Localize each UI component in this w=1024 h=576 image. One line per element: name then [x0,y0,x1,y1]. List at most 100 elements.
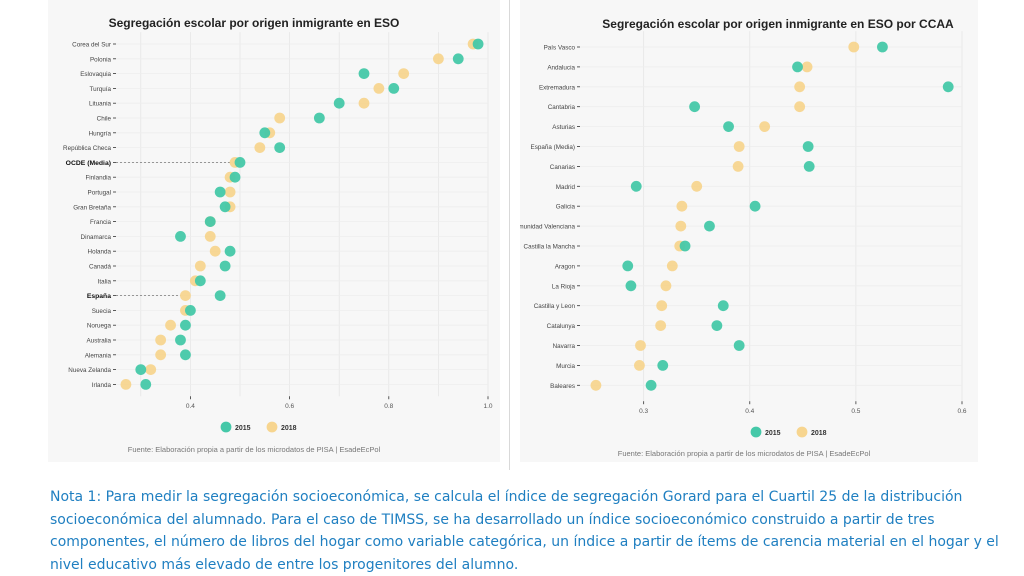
point-2015 [219,201,231,213]
category-label: Castilla la Mancha [524,244,576,251]
point-2018 [666,260,678,272]
point-2015 [704,220,715,232]
point-2018 [801,61,813,73]
category-label: Noruega [87,323,112,330]
legend-marker-2018 [796,426,808,438]
point-2015 [135,364,147,375]
point-2018 [655,320,667,331]
point-2018 [155,334,167,346]
point-2018 [145,364,157,375]
category-label: OCDE (Media) [66,160,111,167]
category-label: Corea del Sur [72,42,111,49]
category-label: Italia [98,278,112,285]
point-2018 [691,180,703,192]
point-2018 [733,141,745,152]
category-label: Canarias [550,164,575,171]
point-2018 [180,290,191,301]
category-label: Francia [90,219,111,226]
point-2015 [204,216,216,228]
x-tick-label: 0.5 [851,408,860,415]
chart-panel-right: Segregación escolar por origen inmigrant… [520,0,978,462]
category-label: La Rioja [552,283,576,290]
point-2015 [625,280,637,292]
point-2018 [373,83,385,94]
point-2018 [224,186,236,198]
category-label: Galicia [556,204,576,211]
chart-title: Segregación escolar por origen inmigrant… [602,17,954,31]
point-2015 [630,180,642,192]
category-label: Eslovaquia [80,71,111,78]
chart-title: Segregación escolar por origen inmigrant… [109,16,400,30]
point-2018 [433,53,444,65]
point-2018 [759,121,771,132]
point-2015 [234,157,246,168]
point-2018 [590,379,602,391]
category-label: Baleares [550,383,575,390]
point-2015 [180,349,191,361]
point-2015 [942,81,954,93]
point-2015 [472,38,484,50]
x-tick-label: 0.8 [384,403,393,410]
category-label: Lituania [89,101,112,108]
point-2018 [848,41,860,53]
category-label: Madrid [556,184,576,191]
footnote-line: socioeconómica del alumnado. Para el cas… [50,511,935,528]
category-label: Andalucia [547,64,575,71]
point-2015 [679,240,691,252]
point-2018 [358,97,370,109]
point-2018 [194,260,206,272]
category-label: Gran Bretaña [73,204,111,211]
point-2015 [140,379,152,390]
point-2015 [214,186,226,198]
category-label: Comunidad Valenciana [520,224,575,231]
point-2015 [657,360,669,371]
category-label: Nueva Zelanda [68,367,111,374]
point-2015 [175,334,186,346]
point-2015 [749,200,761,212]
category-label: Canadá [89,264,112,271]
point-2015 [229,171,241,183]
point-2018 [676,200,688,212]
point-2018 [634,360,645,371]
category-label: Alemania [85,352,112,359]
footnote-line: componentes, el número de libros del hog… [50,534,999,550]
point-2018 [675,220,687,232]
category-label: Aragon [555,263,576,270]
point-2015 [259,127,271,139]
category-label: Hungría [89,130,112,137]
legend-label: 2018 [811,430,827,437]
category-label: Castilla y Leon [534,303,576,310]
point-2018 [155,349,167,361]
category-label: Extremadura [539,84,576,91]
x-tick-label: 0.4 [745,408,754,415]
footnote-line: Nota 1: Para medir la segregación socioe… [50,489,963,505]
legend-label: 2015 [765,430,781,437]
point-2018 [120,379,132,390]
x-tick-label: 0.3 [639,408,648,415]
point-2018 [398,68,410,79]
legend-label: 2015 [235,425,251,432]
point-2015 [723,121,734,132]
point-2015 [733,340,745,351]
legend-marker-2015 [220,421,232,433]
point-2018 [794,81,806,93]
category-label: Finlandia [85,175,111,182]
point-2015 [175,231,186,242]
category-label: España [87,293,111,300]
chart-left: Segregación escolar por origen inmigrant… [63,16,493,454]
point-2015 [313,112,325,124]
footnote-line: nivel educativo más elevado de entre los… [50,556,519,573]
point-2015 [219,260,231,272]
category-label: Cantabria [548,104,576,111]
category-label: España (Media) [531,144,575,151]
point-2018 [209,245,221,257]
point-2015 [622,260,634,272]
x-tick-label: 0.6 [285,403,294,410]
point-2018 [794,101,806,113]
x-tick-label: 0.4 [186,403,195,410]
point-2015 [224,245,236,257]
x-tick-label: 1.0 [483,403,492,410]
point-2015 [717,300,729,312]
point-2018 [656,300,668,312]
point-2018 [274,112,286,124]
